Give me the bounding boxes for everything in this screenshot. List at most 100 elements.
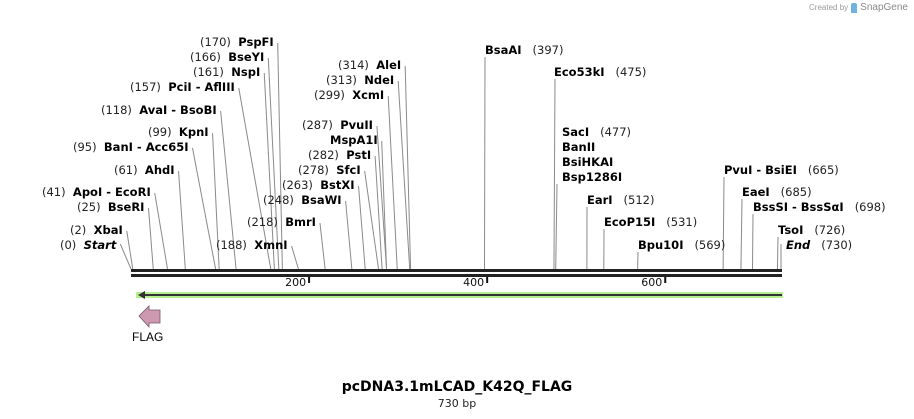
site-name: XmnI bbox=[254, 238, 288, 252]
site-label-bpu10i[interactable]: Bpu10I (569) bbox=[638, 238, 725, 252]
site-position: (730) bbox=[821, 238, 853, 252]
site-label-eco53ki[interactable]: Eco53kI (475) bbox=[554, 65, 646, 79]
backbone-top-strand bbox=[131, 269, 782, 272]
site-label-bsawi[interactable]: (248) BsaWI bbox=[263, 193, 342, 207]
site-position: (313) bbox=[326, 73, 357, 87]
site-label-mspa1i[interactable]: MspA1I bbox=[330, 133, 378, 147]
site-label-ecop15i[interactable]: EcoP15I (531) bbox=[604, 215, 697, 229]
site-label-xcmi[interactable]: (299) XcmI bbox=[314, 88, 384, 102]
site-connector-line bbox=[192, 147, 217, 270]
site-connector-line bbox=[345, 200, 353, 270]
site-label-pvui-bsiei[interactable]: PvuI - BsiEI (665) bbox=[724, 163, 839, 177]
credit-brand: SnapGene bbox=[860, 2, 908, 13]
site-connector-line bbox=[178, 170, 186, 270]
site-connector-line bbox=[119, 243, 132, 270]
site-label-ahdi[interactable]: (61) AhdI bbox=[114, 163, 175, 177]
site-connector-line bbox=[404, 65, 412, 270]
site-connector-line bbox=[267, 57, 280, 270]
site-connector-line bbox=[277, 42, 283, 270]
site-position: (531) bbox=[666, 215, 698, 229]
site-connector-line bbox=[291, 245, 299, 270]
site-position: (512) bbox=[623, 193, 655, 207]
site-position: (61) bbox=[114, 163, 138, 177]
site-label-nspi[interactable]: (161) NspI bbox=[193, 65, 260, 79]
site-position: (157) bbox=[130, 80, 161, 94]
site-label-saci[interactable]: SacI (477) BanII BsiHKAI Bsp1286I bbox=[562, 125, 631, 184]
site-label-kpni[interactable]: (99) KpnI bbox=[148, 125, 209, 139]
backbone-bottom-strand bbox=[131, 274, 782, 277]
site-connector-line bbox=[319, 222, 326, 270]
site-connector-line bbox=[220, 110, 237, 270]
flag-feature-arrow[interactable] bbox=[138, 305, 161, 329]
site-label-pcii-afliii[interactable]: (157) PciI - AflIII bbox=[130, 80, 235, 94]
site-label-ndei[interactable]: (313) NdeI bbox=[326, 73, 394, 87]
site-position: (477) bbox=[600, 125, 632, 139]
site-label-alei[interactable]: (314) AleI bbox=[338, 58, 401, 72]
site-label-xbai[interactable]: (2) XbaI bbox=[70, 223, 123, 237]
site-connector-line bbox=[776, 236, 779, 270]
site-label-start[interactable]: (0) Start bbox=[60, 238, 116, 252]
site-name: PvuII bbox=[340, 118, 373, 132]
sequence-length: 730 bp bbox=[437, 397, 477, 410]
site-label-pspfi[interactable]: (170) PspFI bbox=[200, 35, 274, 49]
site-position: (95) bbox=[73, 140, 97, 154]
site-label-xmni[interactable]: (188) XmnI bbox=[216, 238, 288, 252]
site-connector-line bbox=[126, 230, 134, 270]
site-label-bseyi[interactable]: (166) BseYI bbox=[190, 50, 264, 64]
feature-label-flag[interactable]: FLAG bbox=[132, 330, 164, 344]
site-name: End bbox=[786, 238, 811, 252]
site-label-bsaai[interactable]: BsaAI (397) bbox=[485, 43, 563, 57]
site-label-psti[interactable]: (282) PstI bbox=[308, 148, 371, 162]
site-name: SfcI bbox=[336, 163, 361, 177]
site-position: (569) bbox=[694, 238, 726, 252]
site-label-bmri[interactable]: (218) BmrI bbox=[247, 215, 316, 229]
ruler-tick bbox=[308, 277, 311, 283]
site-name-extra[interactable]: BanII bbox=[562, 140, 596, 154]
site-label-apoi-ecori[interactable]: (41) ApoI - EcoRI bbox=[42, 185, 151, 199]
site-label-avai-bsobi[interactable]: (118) AvaI - BsoBI bbox=[101, 103, 217, 117]
site-name-extra[interactable]: Bsp1286I bbox=[562, 170, 623, 184]
site-position: (685) bbox=[780, 185, 812, 199]
ruler-ticks bbox=[308, 277, 667, 283]
site-label-eari[interactable]: EarI (512) bbox=[587, 193, 654, 207]
site-name: PspFI bbox=[238, 35, 274, 49]
site-name: BsaAI bbox=[485, 43, 522, 57]
site-label-tsoi[interactable]: TsoI (726) bbox=[778, 223, 845, 237]
orf-line[interactable] bbox=[142, 294, 782, 296]
site-label-bsssi-bsss-i[interactable]: BssSI - BssSαI (698) bbox=[753, 200, 886, 214]
site-label-bani-acc65i[interactable]: (95) BanI - Acc65I bbox=[73, 140, 189, 154]
site-connector-line bbox=[376, 125, 388, 270]
credit-prefix: Created by bbox=[809, 3, 849, 12]
snapgene-credit: Created by SnapGene bbox=[809, 2, 908, 13]
site-label-bstxi[interactable]: (263) BstXI bbox=[282, 178, 355, 192]
site-position: (299) bbox=[314, 88, 345, 102]
site-name: EarI bbox=[587, 193, 613, 207]
sequence-title: pcDNA3.1mLCAD_K42Q_FLAG bbox=[341, 379, 573, 395]
site-connector-line bbox=[154, 192, 168, 270]
site-label-eaei[interactable]: EaeI (685) bbox=[742, 185, 812, 199]
site-label-bseri[interactable]: (25) BseRI bbox=[77, 200, 144, 214]
ruler-tick bbox=[664, 277, 667, 283]
site-position: (166) bbox=[190, 50, 221, 64]
ruler-tick-label: 600 bbox=[641, 276, 663, 289]
site-label-pvuii[interactable]: (287) PvuII bbox=[302, 118, 373, 132]
site-connector-line bbox=[740, 198, 743, 270]
site-name: AhdI bbox=[144, 163, 175, 177]
site-connector-line bbox=[553, 78, 556, 270]
site-name-extra[interactable]: BsiHKAI bbox=[562, 155, 614, 169]
site-position: (726) bbox=[814, 223, 846, 237]
site-name: TsoI bbox=[778, 223, 804, 237]
site-label-sfci[interactable]: (278) SfcI bbox=[298, 163, 361, 177]
site-position: (118) bbox=[101, 103, 132, 117]
site-position: (665) bbox=[807, 163, 839, 177]
site-name: BstXI bbox=[320, 178, 355, 192]
site-name: BsaWI bbox=[301, 193, 342, 207]
site-label-end[interactable]: End (730) bbox=[786, 238, 852, 252]
site-position: (218) bbox=[247, 215, 278, 229]
site-connector-line bbox=[263, 72, 275, 270]
site-name: ApoI - EcoRI bbox=[72, 185, 151, 199]
site-connector-line bbox=[374, 155, 383, 270]
site-connector-line bbox=[381, 140, 388, 270]
site-name: EcoP15I bbox=[604, 215, 656, 229]
